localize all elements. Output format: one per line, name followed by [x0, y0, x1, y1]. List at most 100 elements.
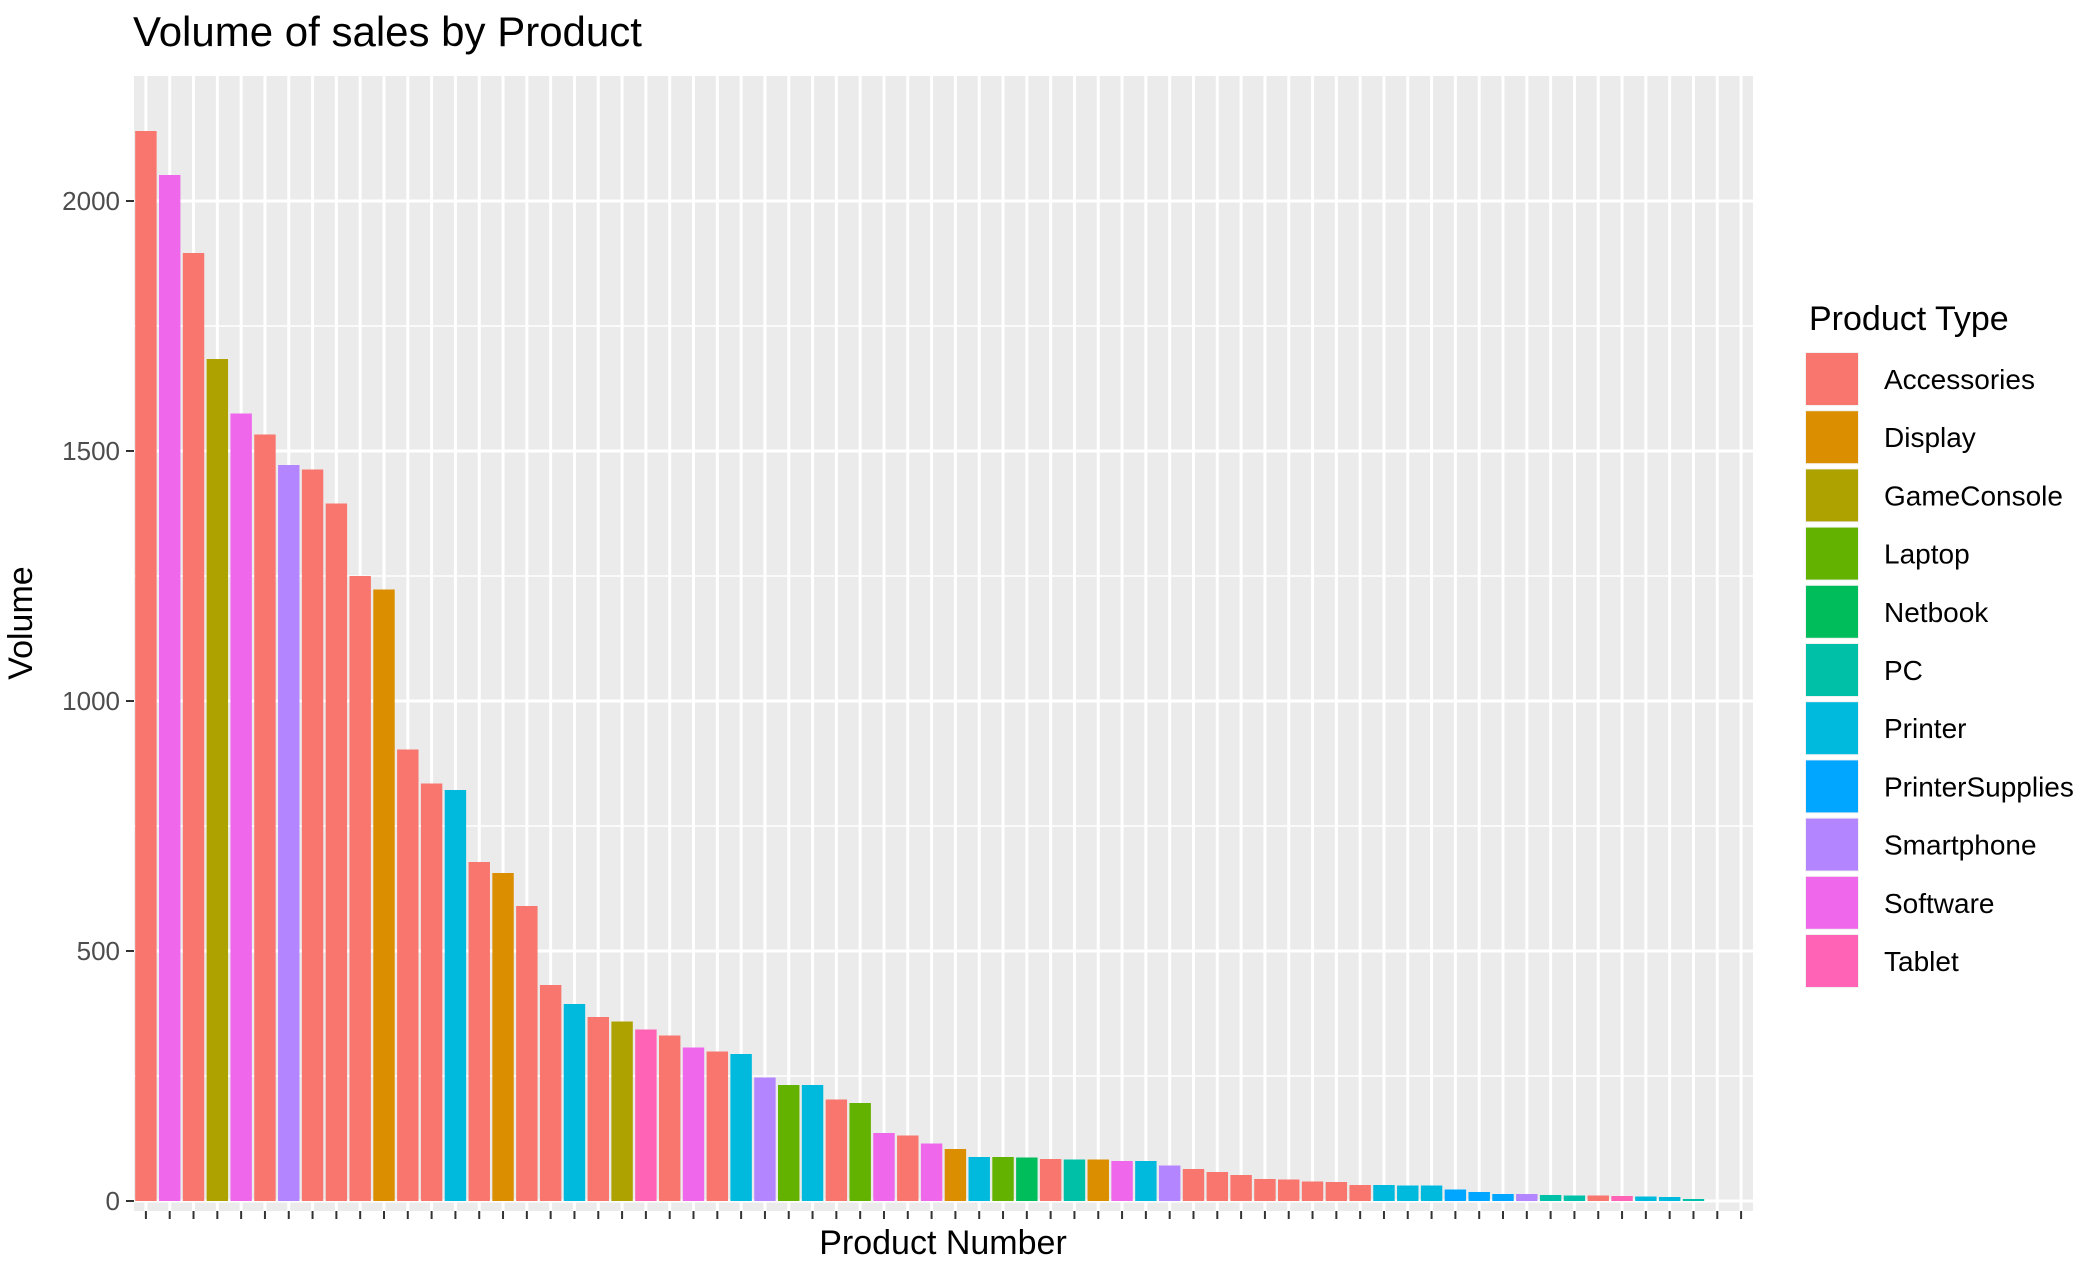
bar-37 [992, 1157, 1014, 1201]
bar-21 [611, 1021, 633, 1201]
bar-24 [682, 1047, 705, 1201]
bar-5 [230, 413, 252, 1201]
bar-20 [587, 1017, 609, 1201]
bar-23 [658, 1035, 681, 1201]
bar-45 [1182, 1169, 1205, 1201]
bar-28 [778, 1085, 800, 1201]
bar-3 [182, 253, 205, 1201]
legend-swatch-pc [1806, 644, 1858, 696]
bar-41 [1087, 1159, 1109, 1201]
y-tick-label: 1500 [62, 436, 120, 466]
bar-14 [444, 790, 467, 1201]
bar-2 [158, 175, 181, 1201]
bar-22 [635, 1029, 657, 1201]
legend-title: Product Type [1809, 300, 2009, 338]
bar-32 [873, 1133, 895, 1201]
bar-39 [1039, 1159, 1062, 1201]
legend-label-software: Software [1884, 888, 1995, 919]
bar-18 [539, 985, 562, 1201]
bar-53 [1373, 1185, 1395, 1201]
bar-25 [706, 1051, 729, 1201]
x-axis-ticks [144, 1211, 1743, 1219]
bar-7 [278, 465, 300, 1201]
y-tick-label: 0 [106, 1186, 120, 1216]
bar-65 [1658, 1197, 1681, 1201]
bar-61 [1563, 1195, 1586, 1201]
bar-26 [730, 1054, 752, 1201]
legend-swatch-display [1806, 411, 1858, 464]
bar-34 [920, 1143, 943, 1201]
legend-swatch-printersupplies [1806, 760, 1858, 813]
bar-62 [1587, 1195, 1609, 1201]
legend-swatch-printer [1806, 702, 1858, 755]
y-axis: 0 500 1000 1500 2000 [62, 186, 134, 1216]
legend-label-display: Display [1884, 422, 1976, 453]
bar-19 [563, 1004, 586, 1201]
legend-label-pc: PC [1884, 655, 1923, 686]
bar-55 [1420, 1185, 1443, 1201]
legend-swatch-tablet [1806, 935, 1858, 987]
bar-36 [968, 1157, 990, 1201]
bar-51 [1325, 1182, 1348, 1201]
y-axis-title: Volume [2, 566, 40, 679]
bar-58 [1492, 1194, 1514, 1201]
major-gridlines [134, 199, 1753, 1203]
y-tick-label: 2000 [62, 186, 120, 216]
bar-13 [420, 783, 443, 1201]
bar-47 [1230, 1175, 1252, 1201]
bar-31 [849, 1103, 871, 1201]
bar-10 [349, 576, 371, 1201]
legend-label-tablet: Tablet [1884, 946, 1959, 977]
bar-35 [944, 1149, 967, 1201]
bar-59 [1516, 1194, 1538, 1201]
bar-50 [1301, 1181, 1324, 1201]
bar-49 [1278, 1179, 1300, 1201]
bar-1 [135, 131, 157, 1201]
bar-63 [1611, 1196, 1633, 1201]
legend-label-printer: Printer [1884, 713, 1966, 744]
legend-swatch-accessories [1806, 353, 1858, 405]
legend-swatch-netbook [1806, 585, 1858, 638]
legend-label-printersupplies: PrinterSupplies [1884, 771, 2074, 802]
bar-38 [1016, 1157, 1038, 1201]
bar-16 [492, 873, 514, 1201]
legend-label-netbook: Netbook [1884, 597, 1989, 628]
bar-54 [1397, 1185, 1419, 1201]
legend-swatch-gameconsole [1806, 469, 1858, 522]
legend-swatch-smartphone [1806, 818, 1858, 871]
bar-52 [1349, 1185, 1371, 1201]
bar-6 [254, 434, 276, 1201]
bar-66 [1682, 1199, 1705, 1201]
bar-57 [1468, 1192, 1490, 1201]
bar-46 [1206, 1172, 1229, 1201]
legend-label-accessories: Accessories [1884, 364, 2035, 395]
bar-9 [325, 503, 348, 1201]
bar-48 [1254, 1179, 1276, 1201]
bar-43 [1135, 1161, 1157, 1201]
bar-64 [1635, 1196, 1657, 1201]
legend-swatch-software [1806, 876, 1858, 929]
bar-29 [801, 1085, 824, 1201]
bars-group [135, 131, 1705, 1201]
legend-swatch-laptop [1806, 527, 1858, 580]
legend-label-gameconsole: GameConsole [1884, 480, 2063, 511]
bar-12 [397, 749, 419, 1201]
bar-17 [516, 906, 538, 1201]
legend: Product Type Accessories Display GameConso… [1805, 300, 2074, 988]
legend-label-laptop: Laptop [1884, 539, 1970, 570]
bar-42 [1111, 1161, 1133, 1201]
bar-27 [754, 1077, 776, 1201]
bar-44 [1158, 1165, 1181, 1201]
bar-15 [468, 862, 490, 1201]
bar-60 [1539, 1195, 1562, 1201]
legend-label-smartphone: Smartphone [1884, 830, 2037, 861]
bar-4 [206, 359, 229, 1201]
y-tick-label: 500 [77, 936, 120, 966]
bar-8 [301, 469, 324, 1201]
bar-33 [897, 1135, 919, 1201]
bar-56 [1444, 1189, 1467, 1201]
x-axis-title: Product Number [819, 1224, 1067, 1262]
y-tick-label: 1000 [62, 686, 120, 716]
bar-30 [825, 1099, 848, 1201]
